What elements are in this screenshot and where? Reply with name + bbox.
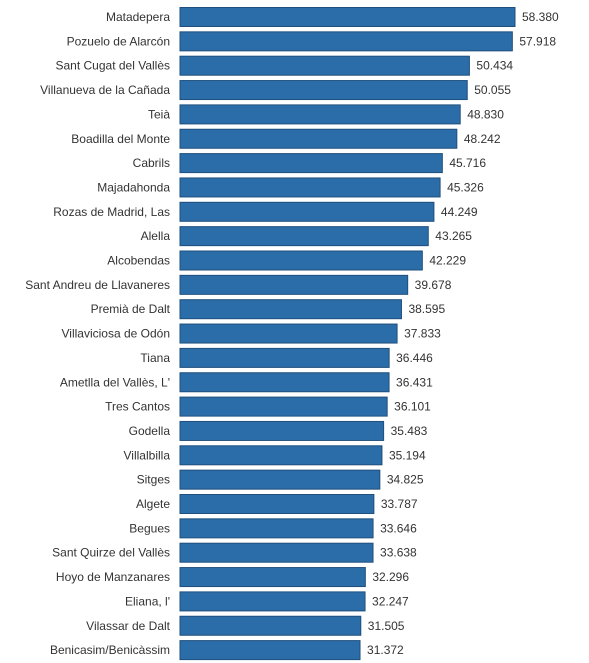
bar xyxy=(179,80,468,101)
category-label: Alella xyxy=(141,229,171,243)
value-label: 36.431 xyxy=(396,375,433,389)
value-label: 45.326 xyxy=(447,180,484,194)
category-label: Eliana, l' xyxy=(125,594,170,608)
category-label: Hoyo de Manzanares xyxy=(56,570,170,584)
value-label: 57.918 xyxy=(519,34,556,48)
bar xyxy=(179,177,441,198)
bar xyxy=(179,128,458,149)
bar xyxy=(179,323,398,344)
bar xyxy=(179,445,383,466)
category-label: Vilassar de Dalt xyxy=(86,619,170,633)
value-label: 35.194 xyxy=(389,448,426,462)
bar xyxy=(179,104,461,125)
value-label: 35.483 xyxy=(391,424,428,438)
bar xyxy=(179,372,390,393)
category-label: Ametlla del Vallès, L' xyxy=(60,375,170,389)
category-label: Begues xyxy=(129,521,170,535)
category-label: Benicasim/Benicàssim xyxy=(50,643,170,657)
value-label: 42.229 xyxy=(429,254,466,268)
value-label: 33.638 xyxy=(380,546,417,560)
bar xyxy=(179,469,381,490)
category-label: Pozuelo de Alarcón xyxy=(67,34,170,48)
category-label: Sant Andreu de Llavaneres xyxy=(25,278,170,292)
value-label: 36.446 xyxy=(396,351,433,365)
category-label: Majadahonda xyxy=(97,180,170,194)
bar xyxy=(179,420,385,441)
category-label: Villalbilla xyxy=(124,448,171,462)
category-label: Godella xyxy=(129,424,171,438)
value-label: 50.434 xyxy=(476,59,513,73)
bar xyxy=(179,55,470,76)
value-label: 34.825 xyxy=(387,473,424,487)
bar xyxy=(179,518,374,539)
value-label: 39.678 xyxy=(415,278,452,292)
value-label: 33.646 xyxy=(380,521,417,535)
value-label: 31.505 xyxy=(368,619,405,633)
value-label: 58.380 xyxy=(522,10,559,24)
category-label: Villanueva de la Cañada xyxy=(40,83,170,97)
bar xyxy=(179,153,443,174)
bar xyxy=(179,640,361,661)
category-label: Cabrils xyxy=(133,156,170,170)
value-label: 32.247 xyxy=(372,594,409,608)
category-label: Sant Quirze del Vallès xyxy=(52,546,170,560)
value-label: 45.716 xyxy=(449,156,486,170)
bar xyxy=(179,615,362,636)
bar xyxy=(179,274,409,295)
category-label: Tres Cantos xyxy=(105,400,170,414)
bar xyxy=(179,226,429,247)
category-label: Algete xyxy=(136,497,170,511)
value-label: 44.249 xyxy=(441,205,478,219)
bar xyxy=(179,250,423,271)
bar xyxy=(179,567,366,588)
bar xyxy=(179,7,516,27)
value-label: 36.101 xyxy=(394,400,431,414)
category-label: Sant Cugat del Vallès xyxy=(55,59,170,73)
category-label: Rozas de Madrid, Las xyxy=(53,205,170,219)
value-label: 43.265 xyxy=(435,229,472,243)
bar xyxy=(179,299,402,320)
bar xyxy=(179,396,388,417)
value-label: 48.242 xyxy=(464,132,501,146)
value-label: 33.787 xyxy=(381,497,418,511)
category-label: Alcobendas xyxy=(107,254,170,268)
category-label: Sitges xyxy=(137,473,170,487)
category-label: Boadilla del Monte xyxy=(71,132,170,146)
value-label: 38.595 xyxy=(408,302,445,316)
bar xyxy=(179,494,375,514)
value-label: 31.372 xyxy=(367,643,404,657)
bar xyxy=(179,201,435,222)
bar xyxy=(179,542,374,563)
category-label: Tiana xyxy=(140,351,170,365)
bar xyxy=(179,591,366,612)
category-label: Matadepera xyxy=(106,10,170,24)
value-label: 50.055 xyxy=(474,83,511,97)
category-label: Villaviciosa de Odón xyxy=(61,327,170,341)
value-label: 48.830 xyxy=(467,107,504,121)
category-label: Premià de Dalt xyxy=(91,302,171,316)
value-label: 32.296 xyxy=(372,570,409,584)
value-label: 37.833 xyxy=(404,327,441,341)
category-label: Teià xyxy=(148,107,170,121)
bar xyxy=(179,347,390,368)
bar xyxy=(179,31,513,52)
